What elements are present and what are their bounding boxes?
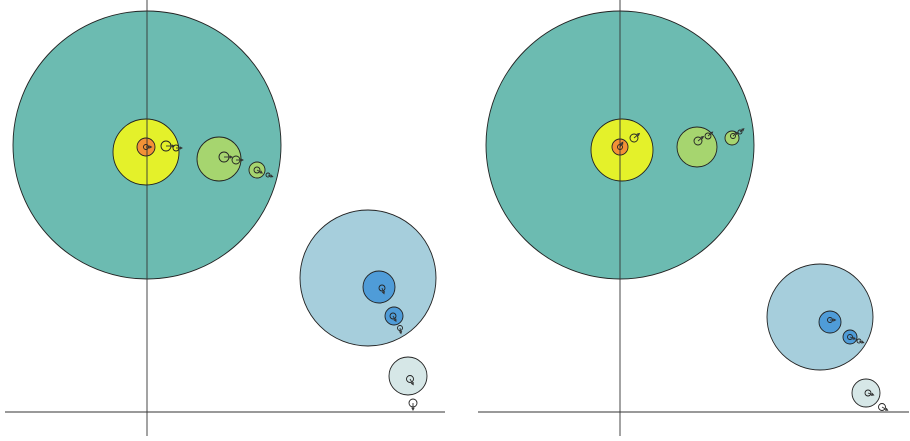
orange-marker-head (620, 141, 624, 145)
green-marker-a-ring (693, 136, 703, 146)
yellow-marker-a-ring (629, 133, 639, 143)
blue-marker-b-ring (847, 334, 853, 340)
blue-marker-a-head (381, 291, 385, 295)
green-marker-a-head (229, 155, 233, 159)
orange-marker-head (149, 145, 153, 149)
pale-marker-a-ring (864, 389, 872, 397)
green-marker-b-ring (704, 132, 712, 140)
yellow-marker-a-shaft (633, 133, 640, 139)
small-blue-circle (384, 306, 404, 326)
blue-marker-b-head (852, 336, 857, 340)
blue-marker-c-ring (856, 338, 862, 344)
mid-blue-circle (818, 310, 842, 334)
pale-marker-b-head (411, 407, 415, 411)
pale-marker-b-shaft (881, 406, 888, 411)
pale-marker-a-shaft (867, 392, 874, 396)
tiny-green-marker-ring (737, 129, 743, 135)
blue-marker-c-head (861, 340, 865, 344)
small-green-marker-head (259, 170, 264, 174)
light-green-circle (676, 126, 718, 168)
small-green-marker-ring (253, 166, 261, 174)
pale-blue-circle (851, 378, 881, 408)
pale-marker-b-ring (878, 403, 886, 411)
green-marker-b-head (709, 131, 714, 135)
small-green-marker-shaft (256, 169, 263, 174)
blue-marker-b-ring (389, 312, 397, 320)
tiny-green-marker-ring (265, 172, 271, 178)
green-marker-b-head (240, 158, 244, 162)
pale-marker-a-ring (406, 375, 414, 383)
blue-marker-b-head (393, 318, 397, 323)
yellow-marker-a-head (636, 132, 641, 137)
tiny-green-marker-head (741, 128, 745, 132)
blue-marker-a-shaft (381, 287, 385, 294)
blue-marker-a-ring (378, 284, 386, 292)
blue-marker-c-head (398, 330, 403, 335)
green-marker-b-shaft (707, 131, 713, 137)
tiny-green-marker-head (270, 174, 274, 178)
pale-marker-a-shaft (409, 378, 414, 385)
blue-marker-b-shaft (392, 315, 397, 322)
green-marker-a-head (700, 135, 705, 140)
small-green-marker-ring (730, 133, 736, 139)
pale-marker-a-head (410, 382, 414, 386)
small-green-marker-head (734, 131, 738, 136)
right-panel (478, 0, 909, 436)
yellow-marker-b-head (179, 146, 183, 150)
left-panel (5, 0, 445, 436)
pale-marker-a-head (871, 392, 875, 396)
pale-marker-b-head (885, 407, 889, 411)
green-marker-a-shaft (697, 136, 704, 142)
blue-marker-a-head (833, 318, 837, 322)
